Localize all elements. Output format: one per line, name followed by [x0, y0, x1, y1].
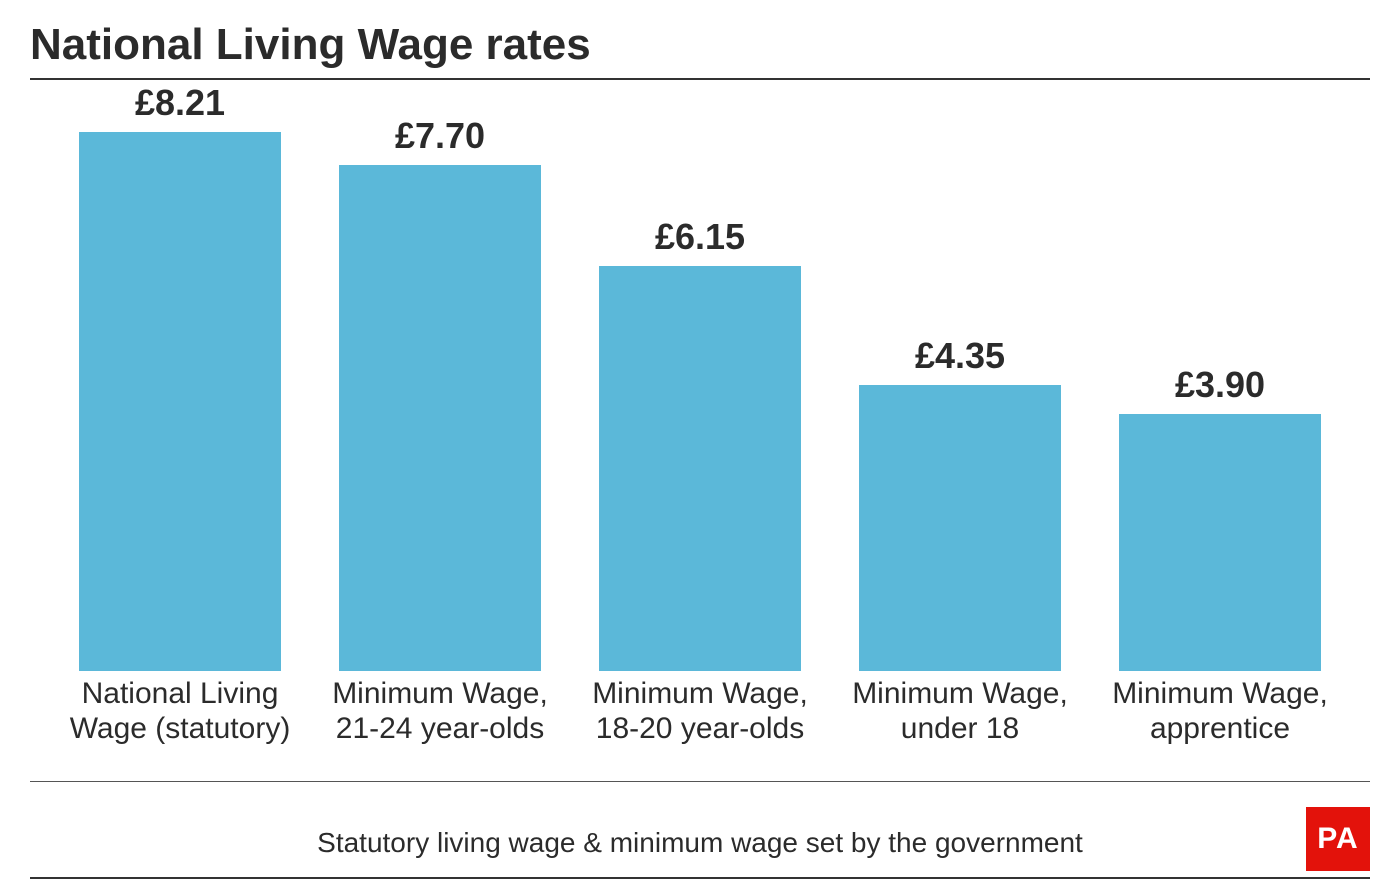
chart-plot-area: £8.21 £7.70 £6.15 £4.35 £3.90	[30, 82, 1370, 671]
source-badge: PA	[1306, 807, 1370, 871]
x-axis-label: Minimum Wage, under 18	[830, 671, 1090, 781]
bar	[599, 266, 802, 671]
chart-title: National Living Wage rates	[30, 20, 1370, 80]
bar-group: £7.70	[310, 82, 570, 671]
bar	[859, 385, 1062, 671]
x-axis-label: National Living Wage (statutory)	[50, 671, 310, 781]
bar-group: £3.90	[1090, 82, 1350, 671]
bar	[1119, 414, 1322, 671]
bar-value-label: £3.90	[1175, 364, 1265, 406]
bar-group: £4.35	[830, 82, 1090, 671]
bar-group: £8.21	[50, 82, 310, 671]
x-axis-label: Minimum Wage, 18-20 year-olds	[570, 671, 830, 781]
x-axis-labels: National Living Wage (statutory)Minimum …	[30, 671, 1370, 781]
x-axis-label: Minimum Wage, apprentice	[1090, 671, 1350, 781]
chart-container: National Living Wage rates £8.21 £7.70 £6.…	[0, 0, 1400, 889]
footer-caption: Statutory living wage & minimum wage set…	[317, 827, 1083, 859]
bar-group: £6.15	[570, 82, 830, 671]
bar-value-label: £6.15	[655, 216, 745, 258]
x-axis-label: Minimum Wage, 21-24 year-olds	[310, 671, 570, 781]
bar-value-label: £8.21	[135, 82, 225, 124]
bar-value-label: £4.35	[915, 335, 1005, 377]
bar	[79, 132, 282, 671]
bar-value-label: £7.70	[395, 115, 485, 157]
chart-frame: £8.21 £7.70 £6.15 £4.35 £3.90 National Livin…	[30, 82, 1370, 782]
chart-footer: Statutory living wage & minimum wage set…	[30, 809, 1370, 879]
bar	[339, 165, 542, 671]
